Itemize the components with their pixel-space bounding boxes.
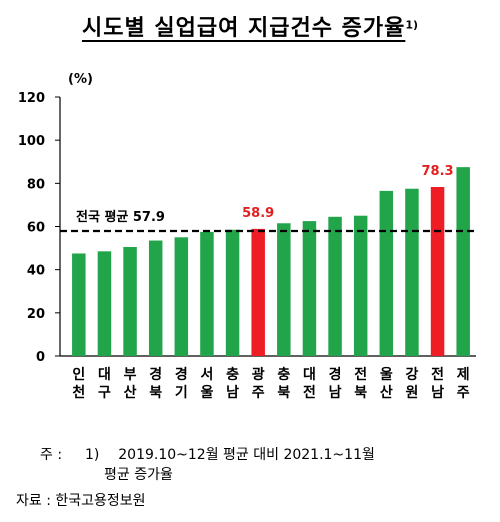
y-tick-label: 80	[27, 177, 45, 192]
y-tick-label: 60	[27, 221, 45, 236]
bar	[379, 190, 394, 356]
x-category-label: 남	[329, 384, 342, 401]
x-category-label: 대	[303, 367, 316, 383]
bar	[277, 223, 291, 356]
bar	[430, 187, 445, 356]
national-average-label: 전국 평균 57.9	[76, 209, 165, 225]
x-category-label: 기	[175, 385, 188, 401]
y-tick-label: 20	[27, 307, 45, 322]
source-note: 자료 : 한국고용정보원	[16, 493, 146, 509]
bar	[97, 251, 112, 356]
footnote-text: 2019.10~12월 평균 대비 2021.1~11월	[118, 447, 375, 463]
x-category-label: 북	[277, 385, 290, 401]
x-category-label: 울	[380, 366, 393, 383]
x-category-label: 전	[303, 384, 316, 401]
y-axis-unit-label: (%)	[68, 72, 93, 87]
x-category-label: 충	[277, 367, 290, 383]
bar	[174, 237, 189, 356]
x-category-label: 구	[98, 385, 111, 401]
x-category-label: 울	[200, 384, 213, 401]
x-category-label: 남	[431, 384, 444, 401]
x-category-label: 산	[124, 384, 137, 401]
x-category-label: 경	[175, 366, 188, 383]
x-category-label: 천	[72, 385, 85, 401]
bar	[353, 215, 368, 356]
y-tick-label: 120	[18, 91, 45, 106]
bar-data-label: 78.3	[422, 164, 454, 179]
bar	[200, 231, 214, 356]
x-category-label: 북	[354, 385, 367, 401]
x-category-label: 전	[431, 366, 444, 383]
x-category-label: 원	[405, 385, 418, 401]
bar-data-label: 58.9	[242, 206, 274, 221]
footnote-number: 1)	[84, 447, 100, 463]
x-category-label: 경	[329, 366, 342, 383]
bar	[225, 229, 240, 356]
x-category-label: 서	[200, 367, 213, 383]
chart-title: 시도별 실업급여 지급건수 증가율	[81, 16, 406, 41]
footnote: 주 : 1) 2019.10~12월 평균 대비 2021.1~11월	[40, 444, 375, 464]
bar	[123, 247, 137, 356]
x-category-label: 전	[354, 366, 367, 383]
x-category-label: 충	[226, 367, 239, 383]
x-category-label: 강	[405, 366, 418, 383]
x-category-label: 산	[380, 384, 393, 401]
x-category-label: 주	[252, 385, 265, 401]
x-category-label: 부	[124, 367, 137, 383]
x-category-label: 북	[149, 385, 162, 401]
bar	[72, 253, 86, 356]
x-category-label: 주	[457, 385, 470, 401]
footnote-label: 주 :	[40, 447, 63, 463]
bar	[302, 221, 317, 356]
bar	[148, 240, 163, 356]
bar	[456, 167, 470, 356]
y-tick-label: 0	[36, 350, 45, 365]
bar	[251, 228, 265, 356]
chart-title-container: 시도별 실업급여 지급건수 증가율1)	[0, 10, 500, 42]
x-category-label: 경	[149, 366, 162, 383]
x-category-label: 인	[72, 366, 85, 383]
footnote-continuation: 평균 증가율	[104, 467, 173, 483]
x-category-label: 광	[252, 366, 265, 383]
y-tick-label: 40	[27, 264, 45, 279]
bar-chart: (%)020406080100120인천대구부산경북경기서울충남광주충북대전경남…	[18, 72, 476, 401]
y-tick-label: 100	[18, 134, 45, 149]
bar	[328, 216, 342, 356]
x-category-label: 대	[98, 367, 111, 383]
bar	[405, 188, 419, 356]
x-category-label: 제	[457, 367, 470, 383]
x-category-label: 남	[226, 384, 239, 401]
title-footnote-marker: 1)	[405, 18, 419, 32]
